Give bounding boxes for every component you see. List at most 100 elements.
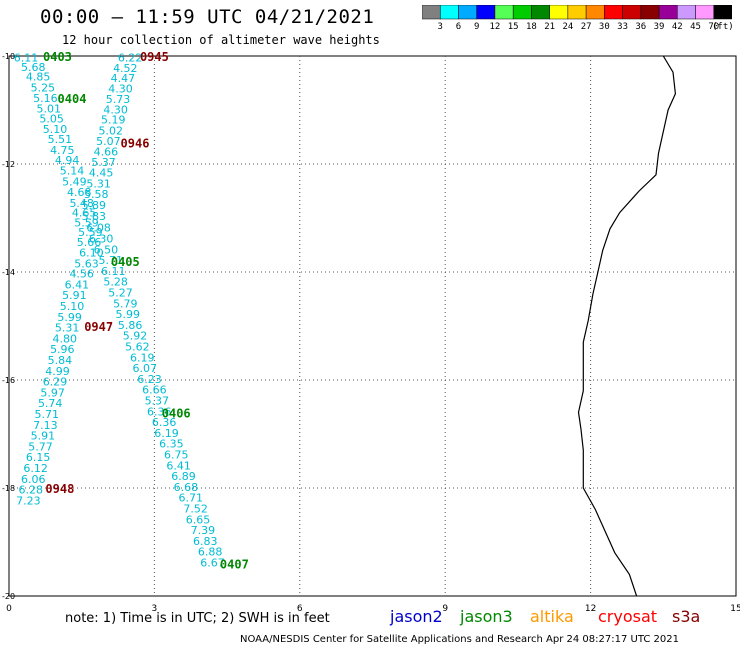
scale-label: 21 — [544, 22, 556, 32]
wave-height-value: 5.86 — [118, 319, 143, 332]
wave-height-value: 5.84 — [48, 354, 73, 367]
scale-label: 3 — [437, 22, 443, 32]
wave-height-value: 5.51 — [48, 133, 73, 146]
wave-height-value: 5.68 — [21, 61, 46, 74]
scale-label: 12 — [489, 22, 501, 32]
wave-height-value: 6.06 — [21, 473, 46, 486]
wave-height-value: 5.97 — [40, 386, 65, 399]
wave-height-value: 4.99 — [45, 365, 70, 378]
legend-altika: altika — [530, 607, 574, 626]
wave-height-value: 6.75 — [164, 449, 189, 462]
scale-swatch — [713, 5, 732, 20]
wave-height-value: 4.56 — [69, 268, 94, 281]
scale-label: 6 — [455, 22, 462, 32]
pass-time-label: 0407 — [220, 558, 249, 572]
wave-height-values: 6.115.684.855.255.165.015.055.105.514.75… — [14, 52, 225, 570]
wave-height-value: 5.63 — [74, 257, 99, 270]
wave-height-value: 6.68 — [174, 481, 199, 494]
map-subtitle: 12 hour collection of altimeter wave hei… — [62, 33, 380, 47]
wave-height-value: 4.85 — [26, 71, 51, 84]
wave-height-value: 5.66 — [77, 236, 102, 249]
wave-height-value: 5.62 — [125, 341, 150, 354]
y-tick-label: -18 — [2, 484, 15, 493]
wave-height-value: 6.10 — [79, 247, 104, 260]
credit-line: NOAA/NESDIS Center for Satellite Applica… — [240, 634, 679, 645]
wave-height-value: 4.94 — [55, 154, 80, 167]
wave-height-value: 6.22 — [118, 52, 143, 65]
wave-height-value: 7.13 — [33, 419, 58, 432]
scale-label: 15 — [507, 22, 519, 32]
wave-height-value: 5.10 — [43, 123, 68, 136]
wave-height-value: 6.89 — [171, 470, 196, 483]
wave-height-value: 6.36 — [152, 416, 177, 429]
wave-height-value: 5.31 — [55, 322, 80, 335]
pass-time-label: 0403 — [43, 50, 72, 64]
x-tick-label: 3 — [152, 604, 158, 614]
wave-height-value: 5.16 — [33, 92, 58, 105]
wave-height-value: 5.77 — [28, 440, 53, 453]
wave-height-value: 6.11 — [101, 265, 126, 278]
wave-height-value: 6.50 — [94, 243, 119, 256]
wave-height-value: 7.39 — [191, 524, 216, 537]
wave-height-value: 5.48 — [69, 197, 94, 210]
axis-ticks: 0 3 6 9 12 15 -10 -12 -14 -16 -18 -20 — [2, 52, 740, 614]
wave-height-value: 5.10 — [60, 300, 85, 313]
y-tick-label: -16 — [2, 376, 15, 385]
wave-height-value: 5.07 — [96, 135, 121, 148]
wave-height-value: 5.37 — [91, 156, 116, 169]
wave-height-value: 4.45 — [89, 167, 114, 180]
pass-time-label: 0947 — [84, 320, 113, 334]
scale-label: 30 — [598, 22, 610, 32]
wave-height-value: 5.19 — [101, 114, 126, 127]
map-title: 00:00 – 11:59 UTC 04/21/2021 — [40, 6, 375, 28]
legend-jason3: jason3 — [460, 607, 513, 626]
wave-height-value: 5.58 — [84, 188, 109, 201]
y-tick-label: -12 — [2, 160, 15, 169]
color-scale-bar — [422, 5, 732, 20]
scale-label: 24 — [562, 22, 574, 32]
wave-height-value: 6.23 — [137, 373, 162, 386]
x-tick-label: 15 — [730, 604, 740, 614]
scale-label: 33 — [617, 22, 628, 32]
wave-height-value: 5.27 — [108, 287, 133, 300]
wave-height-value: 5.25 — [31, 81, 56, 94]
x-tick-label: 6 — [297, 604, 303, 614]
legend-jason2: jason2 — [390, 607, 443, 626]
wave-height-value: 5.73 — [106, 93, 131, 106]
wave-height-value: 5.96 — [50, 343, 75, 356]
pass-time-labels: 0403 0945 0404 0946 0405 0947 0406 0948 0407 — [43, 50, 249, 572]
wave-height-value: 7.23 — [16, 494, 41, 507]
wave-height-value: 6.41 — [65, 278, 90, 291]
wave-height-value: 6.08 — [86, 222, 111, 235]
legend-cryosat: cryosat — [598, 607, 658, 626]
wave-height-value: 5.71 — [35, 408, 60, 421]
wave-height-value: 6.36 — [147, 405, 172, 418]
wave-height-value: 5.91 — [31, 430, 56, 443]
coastline — [577, 55, 677, 597]
wave-height-value: 4.68 — [67, 186, 92, 199]
wave-height-value: 6.35 — [159, 438, 184, 451]
wave-height-value: 5.99 — [115, 308, 140, 321]
scale-label: 27 — [580, 22, 592, 32]
pass-time-label: 0406 — [162, 406, 191, 420]
legend-s3a: s3a — [672, 607, 701, 626]
y-tick-label: -14 — [2, 268, 15, 277]
wave-height-value: 5.01 — [36, 102, 61, 115]
wave-height-value: 6.88 — [198, 546, 223, 559]
wave-height-value: 6.71 — [179, 492, 204, 505]
wave-height-value: 4.52 — [113, 62, 138, 75]
x-tick-label: 9 — [442, 604, 448, 614]
x-tick-label: 12 — [585, 604, 596, 614]
pass-time-label: 0405 — [111, 255, 140, 269]
scale-label: 39 — [653, 22, 665, 32]
pass-time-label: 0404 — [58, 92, 87, 106]
wave-height-value: 6.11 — [14, 52, 39, 65]
wave-height-value: 6.19 — [154, 427, 179, 440]
wave-height-value: 5.91 — [62, 289, 87, 302]
wave-height-value: 5.79 — [113, 297, 138, 310]
wave-height-value: 6.19 — [130, 351, 155, 364]
y-tick-label: -10 — [2, 52, 15, 61]
wave-height-value: 5.02 — [99, 125, 124, 138]
scale-label: 9 — [473, 22, 480, 32]
